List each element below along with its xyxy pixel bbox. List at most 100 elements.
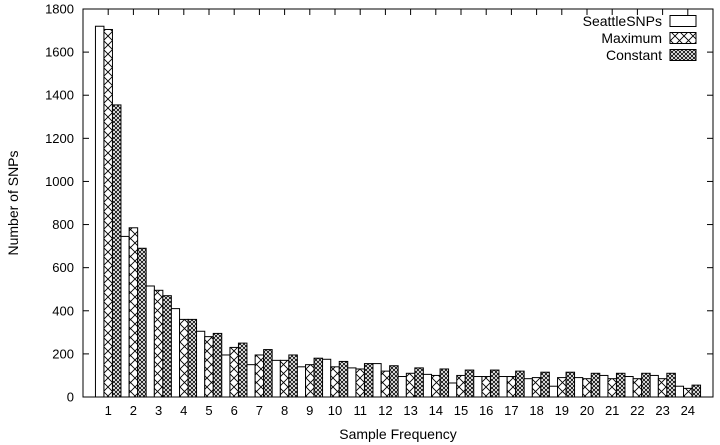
- bar-constant-20: [590, 372, 601, 398]
- bar-seattlesnps-11: [346, 367, 357, 398]
- x-tick-label: 20: [580, 403, 594, 418]
- bar-maximum-16: [481, 376, 491, 398]
- bar-seattlesnps-6: [220, 354, 231, 398]
- bar-seattlesnps-4: [170, 308, 181, 398]
- bar-maximum-20: [582, 378, 592, 398]
- bar-maximum-11: [355, 368, 365, 398]
- bar-seattlesnps-22: [624, 376, 634, 398]
- x-tick-label: 10: [328, 403, 342, 418]
- bar-maximum-9: [305, 364, 315, 398]
- x-tick-label: 12: [378, 403, 392, 418]
- x-tick-label: 13: [403, 403, 417, 418]
- legend-swatch: [669, 15, 697, 27]
- y-axis-label: Number of SNPs: [5, 150, 21, 255]
- bar-constant-11: [363, 363, 374, 398]
- bar-maximum-2: [128, 227, 139, 398]
- bar-maximum-23: [657, 378, 668, 398]
- bar-maximum-6: [229, 346, 239, 398]
- y-tick-label: 1400: [45, 88, 74, 103]
- bar-constant-8: [288, 354, 298, 398]
- bar-maximum-18: [531, 377, 542, 398]
- y-tick-label: 1600: [45, 45, 74, 60]
- bar-maximum-5: [204, 336, 214, 398]
- bar-constant-9: [313, 357, 324, 398]
- legend-label: SeattleSNPs: [583, 13, 662, 29]
- y-tick-label: 0: [67, 390, 74, 405]
- x-tick-label: 9: [306, 403, 313, 418]
- bar-maximum-13: [405, 372, 416, 398]
- x-tick-label: 2: [130, 403, 137, 418]
- bar-constant-24: [691, 384, 702, 398]
- bar-seattlesnps-9: [296, 366, 307, 398]
- bar-seattlesnps-19: [548, 385, 559, 398]
- x-axis-label: Sample Frequency: [339, 426, 457, 442]
- bar-seattlesnps-15: [447, 382, 458, 398]
- y-tick-label: 1000: [45, 174, 74, 189]
- x-tick-label: 18: [529, 403, 543, 418]
- bar-constant-16: [489, 369, 500, 398]
- bar-seattlesnps-3: [145, 285, 155, 398]
- bar-seattlesnps-23: [649, 374, 659, 398]
- bar-constant-13: [414, 367, 424, 398]
- x-tick-label: 21: [605, 403, 619, 418]
- bar-maximum-3: [153, 289, 164, 398]
- bar-constant-6: [237, 342, 248, 398]
- bar-seattlesnps-20: [573, 377, 584, 398]
- x-tick-label: 4: [180, 403, 187, 418]
- x-tick-label: 22: [630, 403, 644, 418]
- bar-seattlesnps-16: [472, 376, 483, 398]
- bar-maximum-15: [456, 374, 466, 398]
- bar-maximum-17: [506, 376, 517, 398]
- bar-constant-14: [439, 368, 450, 398]
- bar-seattlesnps-12: [372, 363, 382, 398]
- y-tick-label: 600: [52, 260, 74, 275]
- legend-swatch: [669, 49, 697, 61]
- bar-maximum-14: [431, 374, 441, 398]
- legend-swatch: [669, 32, 697, 44]
- bar-seattlesnps-7: [246, 364, 256, 398]
- x-tick-label: 5: [205, 403, 212, 418]
- x-tick-label: 19: [555, 403, 569, 418]
- bar-maximum-22: [632, 378, 643, 398]
- x-tick-label: 11: [353, 403, 367, 418]
- bar-maximum-1: [103, 28, 113, 398]
- bar-seattlesnps-2: [120, 235, 130, 398]
- y-tick-label: 200: [52, 346, 74, 361]
- bar-constant-23: [666, 372, 676, 398]
- bar-maximum-10: [330, 366, 340, 398]
- bar-constant-19: [565, 371, 576, 398]
- bar-constant-5: [212, 332, 223, 398]
- bar-maximum-4: [179, 318, 189, 398]
- y-tick-label: 1800: [45, 2, 74, 17]
- bar-constant-7: [263, 349, 273, 398]
- bar-constant-12: [389, 365, 399, 398]
- x-tick-label: 3: [155, 403, 162, 418]
- bar-seattlesnps-21: [598, 374, 609, 398]
- bar-maximum-7: [254, 354, 265, 398]
- bar-seattlesnps-1: [94, 25, 105, 398]
- x-tick-label: 15: [454, 403, 468, 418]
- x-tick-label: 17: [504, 403, 518, 418]
- bar-constant-18: [540, 371, 550, 398]
- bar-seattlesnps-5: [195, 330, 206, 398]
- bar-seattlesnps-14: [422, 373, 433, 398]
- bar-constant-21: [615, 372, 626, 398]
- bar-maximum-19: [557, 377, 567, 398]
- bar-seattlesnps-18: [523, 378, 533, 398]
- x-tick-label: 1: [105, 403, 112, 418]
- bar-constant-3: [162, 295, 172, 398]
- bar-constant-10: [338, 360, 349, 398]
- bar-constant-1: [111, 104, 122, 398]
- bar-constant-2: [137, 247, 147, 398]
- bars: [94, 25, 702, 398]
- x-tick-label: 8: [281, 403, 288, 418]
- legend-label: Constant: [606, 47, 662, 63]
- bar-seattlesnps-10: [321, 358, 332, 398]
- bar-maximum-8: [279, 359, 290, 398]
- bar-seattlesnps-24: [674, 385, 685, 398]
- bar-seattlesnps-17: [498, 376, 508, 398]
- bar-seattlesnps-13: [397, 376, 407, 398]
- x-tick-label: 16: [479, 403, 493, 418]
